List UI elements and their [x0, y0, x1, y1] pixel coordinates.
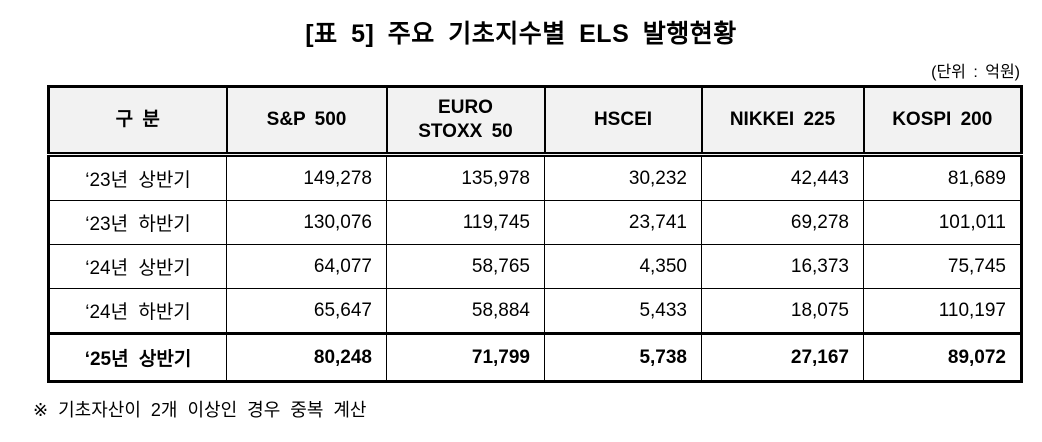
column-header: 구 분 — [47, 85, 228, 157]
value-cell: 5,433 — [544, 288, 702, 334]
value-cell: 130,076 — [226, 200, 387, 245]
value-cell: 16,373 — [701, 244, 864, 289]
value-cell: 23,741 — [544, 200, 702, 245]
page-title: [표 5] 주요 기초지수별 ELS 발행현황 — [305, 20, 737, 48]
column-header: S&P 500 — [225, 85, 388, 157]
row-label-cell: ‘23년 상반기 — [48, 154, 227, 201]
value-cell: 71,799 — [386, 332, 545, 383]
value-cell: 101,011 — [863, 200, 1022, 245]
value-cell: 4,350 — [544, 244, 702, 289]
value-cell: 119,745 — [386, 200, 545, 245]
table-body: ‘23년 상반기 149,278 135,978 30,232 42,443 81,689… — [47, 154, 1023, 383]
column-header: EURO STOXX 50 — [385, 85, 546, 157]
value-cell: 27,167 — [701, 332, 864, 383]
row-label-cell: ‘24년 상반기 — [48, 244, 227, 289]
value-cell: 30,232 — [544, 154, 702, 201]
value-cell: 58,884 — [386, 288, 545, 334]
column-header: HSCEI — [543, 85, 703, 157]
table-row: ‘23년 상반기 149,278 135,978 30,232 42,443 81,689 — [48, 154, 1022, 201]
value-cell: 81,689 — [863, 154, 1022, 201]
value-cell: 65,647 — [226, 288, 387, 334]
value-cell: 42,443 — [701, 154, 864, 201]
row-label-cell: ‘23년 하반기 — [48, 200, 227, 245]
table-row: ‘24년 하반기 65,647 58,884 5,433 18,075 110,197 — [48, 288, 1022, 334]
column-header: NIKKEI 225 — [700, 85, 865, 157]
row-label-cell: ‘24년 하반기 — [48, 288, 227, 334]
footnote: ※ 기초자산이 2개 이상인 경우 중복 계산 — [33, 400, 367, 420]
value-cell: 69,278 — [701, 200, 864, 245]
value-cell: 64,077 — [226, 244, 387, 289]
value-cell: 80,248 — [226, 332, 387, 383]
value-cell: 5,738 — [544, 332, 702, 383]
value-cell: 18,075 — [701, 288, 864, 334]
value-cell: 75,745 — [863, 244, 1022, 289]
value-cell: 149,278 — [226, 154, 387, 201]
table-row: ‘24년 상반기 64,077 58,765 4,350 16,373 75,745 — [48, 244, 1022, 289]
els-issuance-table: 구 분 S&P 500 EURO STOXX 50 HSCEI NIKKEI 225 KO… — [47, 85, 1023, 383]
table-row: ‘25년 상반기 80,248 71,799 5,738 27,167 89,072 — [47, 332, 1023, 383]
value-cell: 58,765 — [386, 244, 545, 289]
table-row: ‘23년 하반기 130,076 119,745 23,741 69,278 101,01… — [48, 200, 1022, 245]
table-header-row: 구 분 S&P 500 EURO STOXX 50 HSCEI NIKKEI 225 KO… — [47, 85, 1023, 157]
value-cell: 89,072 — [863, 332, 1023, 383]
value-cell: 135,978 — [386, 154, 545, 201]
row-label-cell: ‘25년 상반기 — [47, 332, 227, 383]
unit-note: (단위 : 억원) — [931, 64, 1020, 81]
value-cell: 110,197 — [863, 288, 1022, 334]
column-header: KOSPI 200 — [862, 85, 1023, 157]
